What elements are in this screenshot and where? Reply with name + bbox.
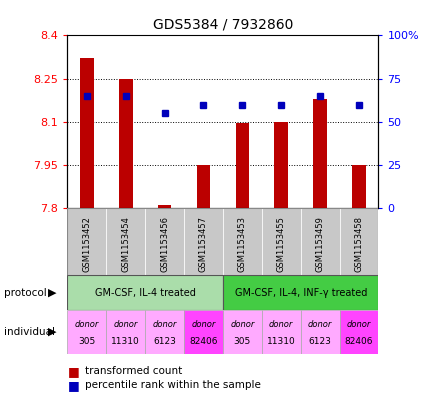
Bar xyxy=(261,310,300,354)
Bar xyxy=(339,310,378,354)
Text: ▶: ▶ xyxy=(48,288,56,298)
Bar xyxy=(158,206,171,208)
Bar xyxy=(118,79,132,208)
Bar xyxy=(80,59,93,208)
Text: GSM1153457: GSM1153457 xyxy=(198,216,207,272)
Bar xyxy=(261,208,300,275)
Bar xyxy=(184,208,222,275)
Text: GSM1153458: GSM1153458 xyxy=(354,216,363,272)
Bar xyxy=(106,208,145,275)
Text: GSM1153455: GSM1153455 xyxy=(276,216,285,272)
Text: donor: donor xyxy=(191,320,215,329)
Bar xyxy=(222,310,261,354)
Text: ■: ■ xyxy=(67,378,79,392)
Text: 305: 305 xyxy=(233,337,250,346)
Text: donor: donor xyxy=(230,320,254,329)
Bar xyxy=(145,208,184,275)
Text: 82406: 82406 xyxy=(189,337,217,346)
Text: donor: donor xyxy=(307,320,332,329)
Text: individual: individual xyxy=(4,327,55,337)
Bar xyxy=(352,165,365,208)
Bar xyxy=(235,123,249,208)
Bar xyxy=(145,310,184,354)
Text: 11310: 11310 xyxy=(111,337,140,346)
Text: ■: ■ xyxy=(67,365,79,378)
Bar xyxy=(300,208,339,275)
Bar xyxy=(184,310,222,354)
Bar xyxy=(339,208,378,275)
Text: 6123: 6123 xyxy=(308,337,331,346)
Text: 82406: 82406 xyxy=(344,337,372,346)
Bar xyxy=(196,165,210,208)
Text: GSM1153456: GSM1153456 xyxy=(160,216,169,272)
Text: 6123: 6123 xyxy=(153,337,176,346)
Title: GDS5384 / 7932860: GDS5384 / 7932860 xyxy=(152,17,293,31)
Text: GM-CSF, IL-4, INF-γ treated: GM-CSF, IL-4, INF-γ treated xyxy=(234,288,366,298)
Bar xyxy=(67,275,222,310)
Text: transformed count: transformed count xyxy=(85,366,182,376)
Text: GM-CSF, IL-4 treated: GM-CSF, IL-4 treated xyxy=(95,288,195,298)
Bar xyxy=(222,208,261,275)
Text: GSM1153452: GSM1153452 xyxy=(82,216,91,272)
Text: protocol: protocol xyxy=(4,288,47,298)
Bar xyxy=(67,310,106,354)
Text: 11310: 11310 xyxy=(266,337,295,346)
Text: donor: donor xyxy=(346,320,370,329)
Text: donor: donor xyxy=(152,320,176,329)
Text: GSM1153453: GSM1153453 xyxy=(237,216,247,272)
Text: ▶: ▶ xyxy=(48,327,56,337)
Bar xyxy=(67,208,106,275)
Text: percentile rank within the sample: percentile rank within the sample xyxy=(85,380,260,390)
Text: donor: donor xyxy=(269,320,293,329)
Bar xyxy=(106,310,145,354)
Text: GSM1153459: GSM1153459 xyxy=(315,216,324,272)
Bar xyxy=(312,99,326,208)
Text: donor: donor xyxy=(113,320,138,329)
Text: 305: 305 xyxy=(78,337,95,346)
Bar xyxy=(300,310,339,354)
Bar xyxy=(274,122,287,208)
Text: donor: donor xyxy=(75,320,99,329)
Bar xyxy=(222,275,378,310)
Text: GSM1153454: GSM1153454 xyxy=(121,216,130,272)
